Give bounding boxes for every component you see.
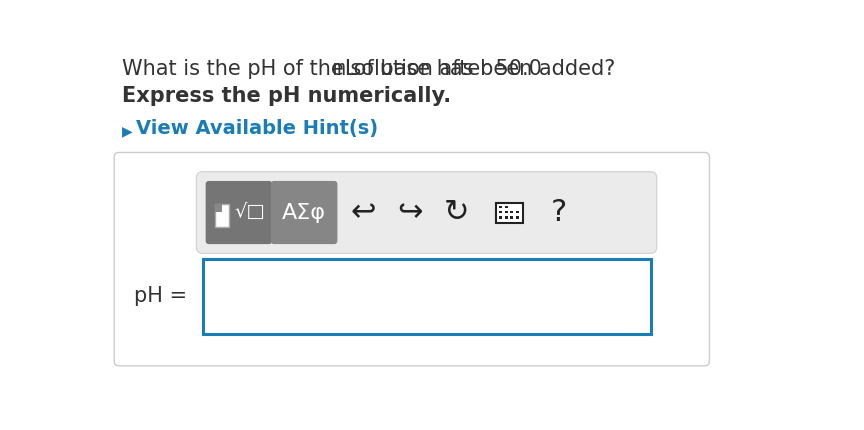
Text: ↻: ↻ [444,198,469,227]
Text: mL: mL [333,58,358,79]
Text: of base has been added?: of base has been added? [346,58,615,79]
Text: AΣφ: AΣφ [282,203,326,223]
Bar [516,216,518,219]
Text: pH =: pH = [134,286,187,307]
Text: √□: √□ [234,202,265,221]
Bar [505,206,508,208]
Text: ↪: ↪ [397,198,423,227]
Bar [215,204,222,212]
Bar [499,211,503,213]
Bar [511,211,513,213]
Bar [499,216,503,219]
Text: Express the pH numerically.: Express the pH numerically. [122,86,451,105]
FancyBboxPatch shape [206,181,272,244]
FancyBboxPatch shape [270,181,338,244]
Bar [516,211,518,213]
Text: ▶: ▶ [122,124,132,138]
FancyBboxPatch shape [114,153,709,366]
Text: What is the pH of the solution after 50.0: What is the pH of the solution after 50.… [122,58,549,79]
Bar [202,259,651,334]
Text: ↩: ↩ [351,198,377,227]
Bar [215,204,229,227]
Bar [505,216,508,219]
Bar [499,206,503,208]
FancyBboxPatch shape [196,172,657,253]
Bar [511,216,513,219]
Bar [505,211,508,213]
Text: View Available Hint(s): View Available Hint(s) [136,119,378,138]
Text: ?: ? [551,198,567,227]
FancyBboxPatch shape [495,203,524,223]
